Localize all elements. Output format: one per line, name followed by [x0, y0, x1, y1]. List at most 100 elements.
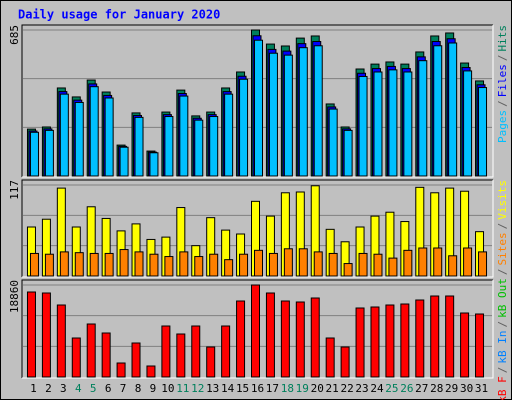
bar: [340, 346, 350, 378]
x-tick-label: 24: [370, 382, 384, 395]
bar: [298, 248, 308, 277]
bar: [104, 97, 114, 177]
bar: [161, 325, 171, 378]
bar: [131, 342, 141, 378]
legend-separator: /: [496, 321, 509, 328]
x-tick-label: 4: [75, 382, 82, 395]
bar: [209, 253, 219, 277]
legend-item: Files: [496, 64, 509, 97]
x-tick-label: 1: [30, 382, 37, 395]
bar: [328, 108, 338, 177]
bar: [149, 253, 159, 277]
legend-item: Pages: [496, 110, 509, 143]
x-tick-label: 16: [251, 382, 264, 395]
bar: [59, 93, 69, 177]
x-tick-label: 15: [236, 382, 249, 395]
bar: [283, 248, 293, 277]
x-tick-label: 17: [266, 382, 279, 395]
bar: [29, 252, 39, 277]
x-tick-label: 21: [326, 382, 339, 395]
bar: [463, 247, 473, 277]
bar: [358, 75, 368, 177]
bar: [403, 71, 413, 177]
bar: [265, 292, 275, 378]
bar: [179, 95, 189, 177]
x-tick-label: 29: [445, 382, 458, 395]
bar: [400, 303, 410, 378]
bar: [74, 101, 84, 177]
legend-item: Sites: [496, 232, 509, 265]
x-tick-label: 10: [161, 382, 174, 395]
bar: [343, 263, 353, 277]
panel-border-light: [22, 25, 494, 178]
bar: [86, 323, 96, 378]
bar: [448, 255, 458, 277]
bar: [445, 295, 455, 378]
bar: [119, 146, 129, 177]
bar: [56, 304, 66, 378]
bar: [71, 337, 81, 378]
bar: [310, 297, 320, 378]
bar: [44, 129, 54, 177]
bar: [116, 362, 126, 378]
bar: [209, 116, 219, 177]
x-tick-label: 18: [281, 382, 294, 395]
x-tick-label: 2: [45, 382, 52, 395]
bar: [268, 252, 278, 277]
x-tick-label: 25: [385, 382, 398, 395]
bar: [475, 313, 485, 378]
legend: kB F / kB In / kB Out / Sites / Visits: [496, 180, 509, 400]
bar: [254, 249, 263, 277]
panel-border-light: [22, 180, 494, 278]
legend-separator: /: [496, 223, 509, 230]
bar: [44, 253, 54, 277]
x-tick-label: 13: [206, 382, 219, 395]
legend-item: kB In: [496, 331, 509, 364]
y-tick-label: 117: [8, 180, 21, 200]
bar: [239, 253, 249, 277]
bar: [134, 116, 144, 177]
bar: [403, 249, 413, 277]
legend-item: kB F: [496, 376, 509, 400]
panel-border-light: [22, 280, 494, 379]
x-tick-label: 6: [105, 382, 112, 395]
bar: [460, 312, 470, 378]
bar: [313, 45, 323, 177]
bar: [268, 52, 278, 177]
x-tick-label: 22: [340, 382, 353, 395]
x-tick-label: 26: [400, 382, 413, 395]
x-tick-label: 8: [135, 382, 142, 395]
bar: [373, 253, 383, 277]
x-tick-label: 31: [475, 382, 488, 395]
bar: [194, 119, 204, 177]
bar: [280, 300, 290, 378]
bar: [433, 45, 443, 177]
bar: [221, 325, 231, 378]
bar: [343, 129, 353, 177]
bar: [463, 70, 473, 177]
bar: [29, 131, 39, 177]
bar: [415, 299, 425, 378]
bar: [385, 304, 395, 378]
bar: [26, 291, 36, 378]
x-tick-label: 30: [460, 382, 473, 395]
bar: [254, 39, 263, 177]
chart-title: Daily usage for January 2020: [18, 8, 220, 22]
bar: [206, 346, 216, 378]
bar: [239, 78, 249, 177]
x-tick-label: 7: [120, 382, 127, 395]
panel-border-dark: [21, 24, 493, 177]
legend-separator: /: [496, 269, 509, 276]
bar: [388, 257, 398, 277]
bar: [224, 259, 234, 277]
bar: [194, 256, 204, 277]
bar: [313, 251, 323, 277]
bar: [325, 337, 335, 378]
bar: [41, 292, 51, 378]
bar: [328, 252, 338, 277]
x-tick-label: 11: [176, 382, 189, 395]
bar: [119, 249, 129, 277]
bar: [251, 284, 260, 378]
bar: [179, 251, 189, 277]
bar: [101, 332, 111, 378]
